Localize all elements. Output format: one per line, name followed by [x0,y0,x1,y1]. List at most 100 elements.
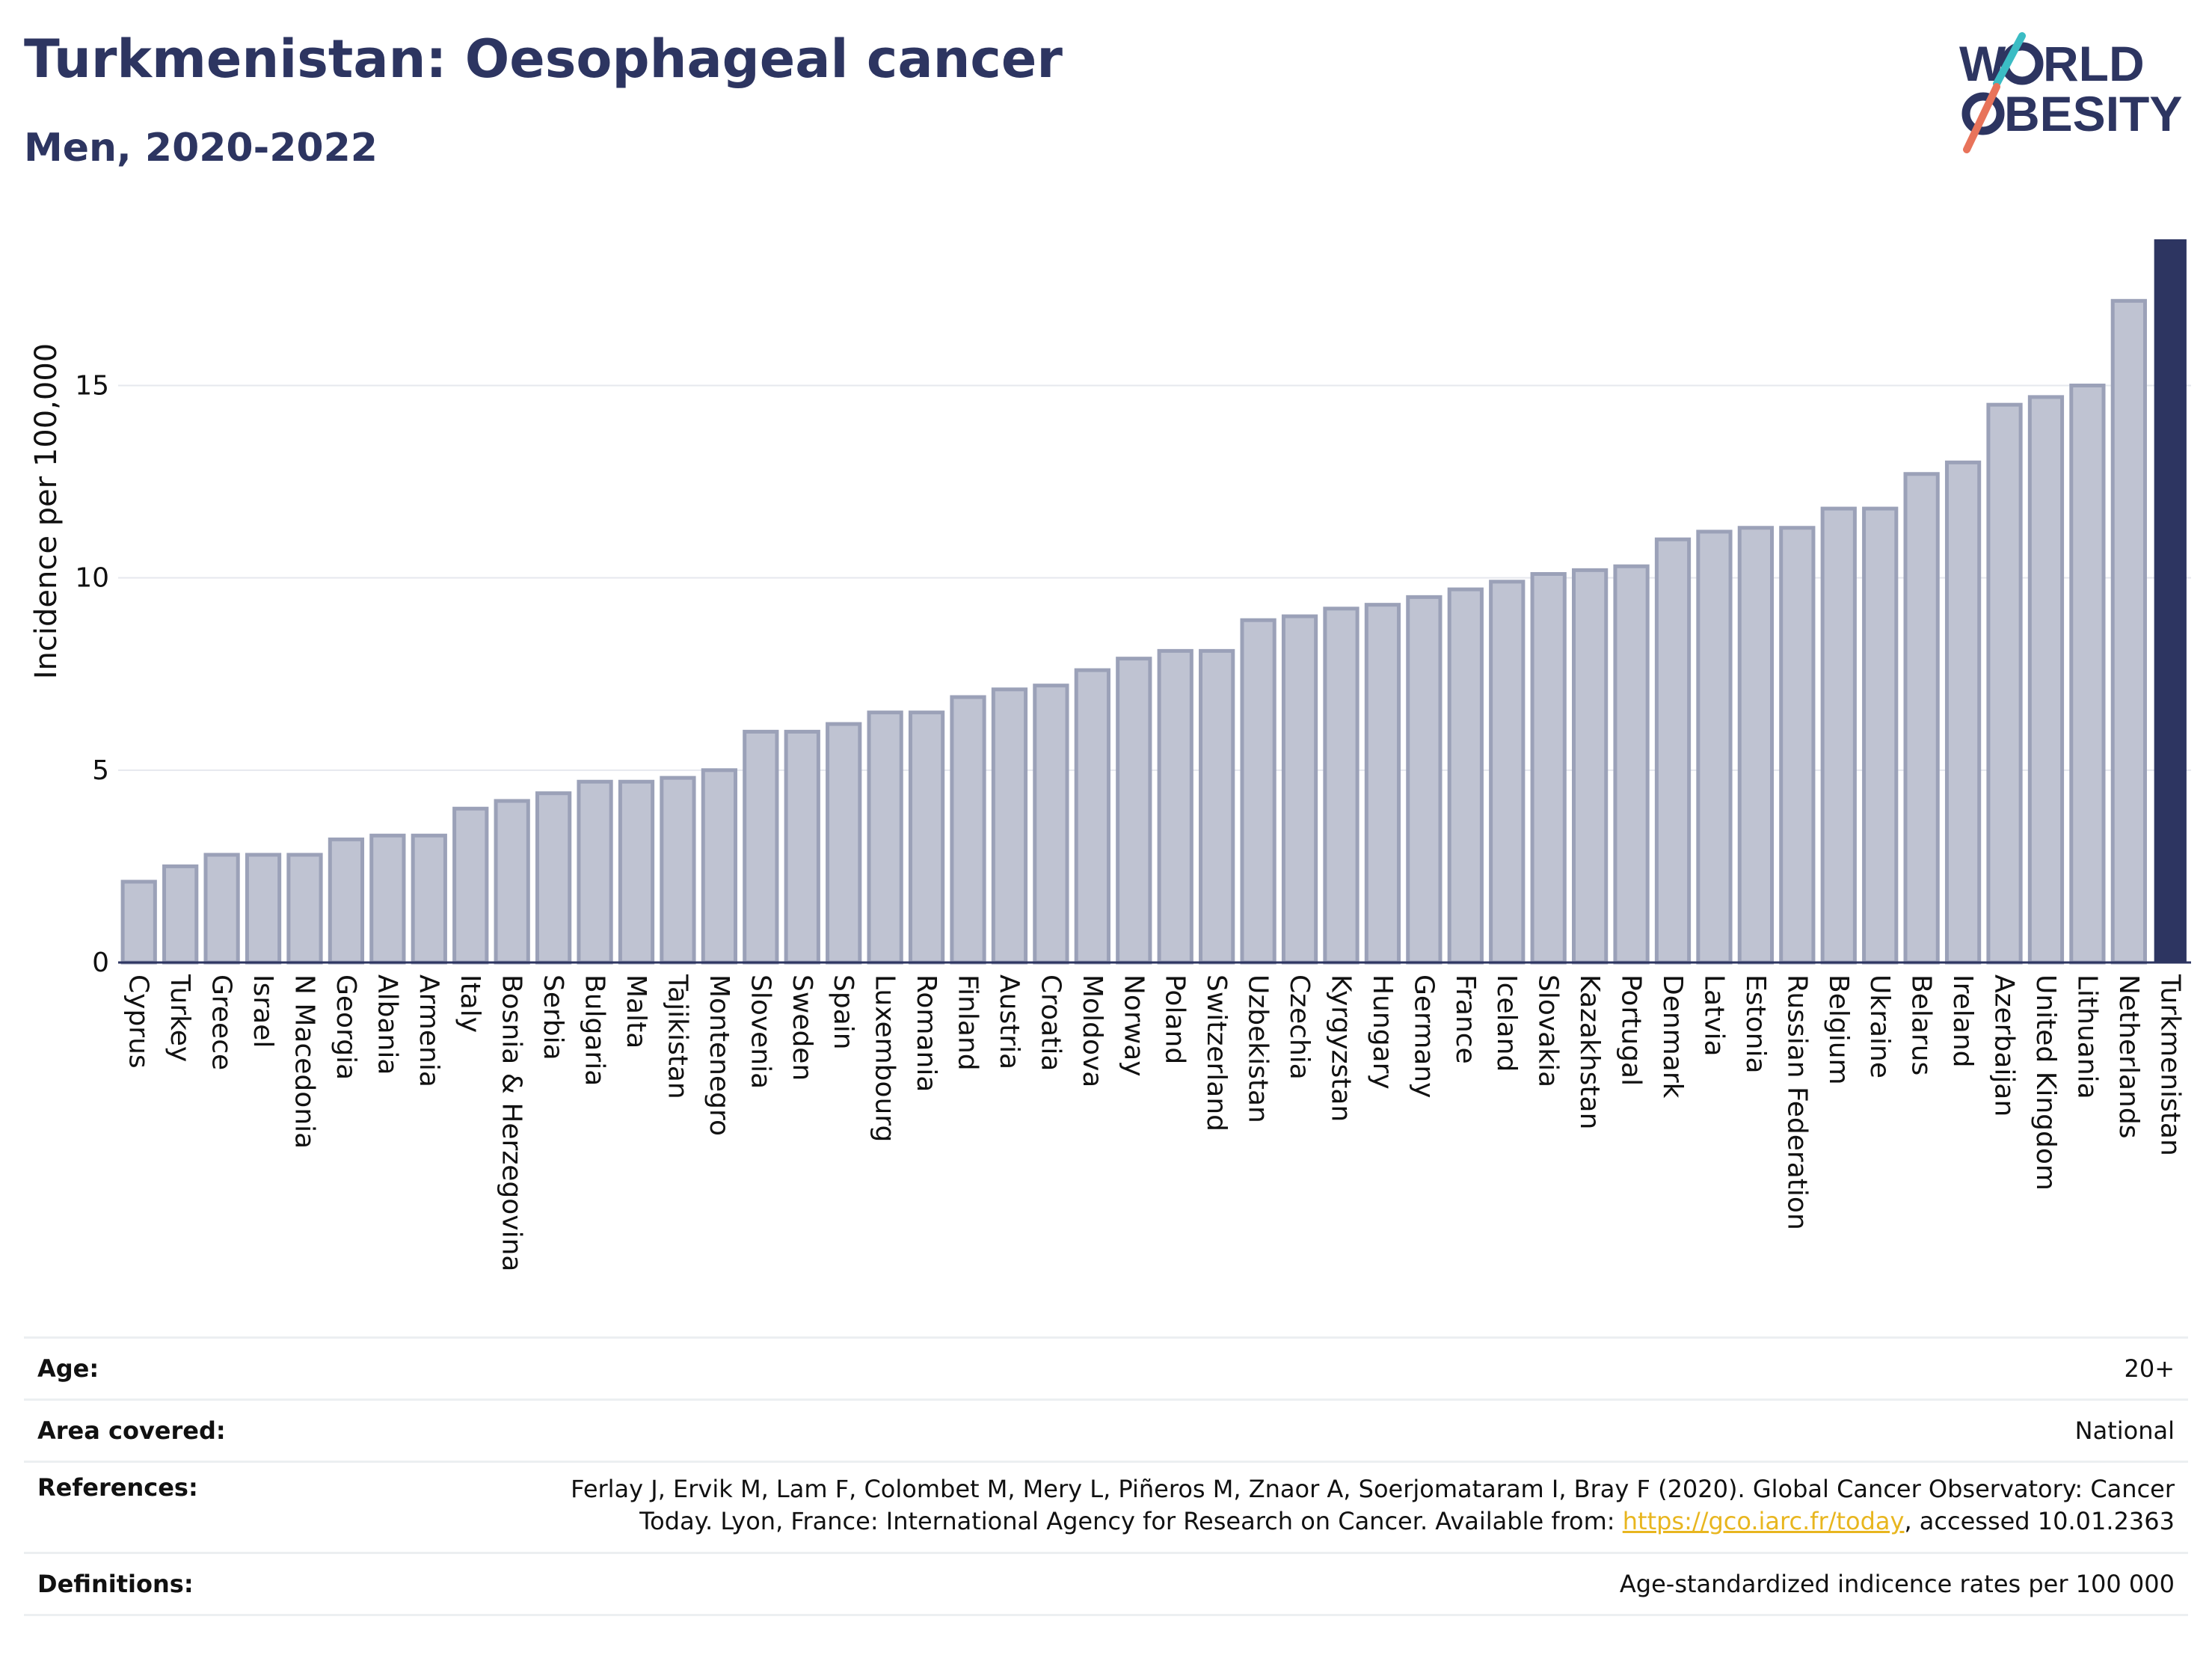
bar-belgium [1820,506,1857,965]
svg-text:RLD: RLD [2043,36,2145,91]
y-tick-label: 10 [75,563,109,594]
bar-azerbaijan [1986,402,2023,965]
bar-romania [908,710,945,965]
bar-chart: 0 5 10 15 Incidence per 100,000 Cyprus Turkey G… [29,239,2191,1271]
bar-france [1447,587,1484,965]
x-tick-label: Serbia [538,974,568,1060]
bar-united-kingdom [2027,395,2065,965]
x-tick-label: Italy [455,974,485,1033]
x-tick-label: Austria [994,974,1024,1069]
bar-kazakhstan [1571,568,1609,965]
bar-croatia [1033,684,1069,965]
x-tick-label: United Kingdom [2030,974,2061,1191]
x-tick-label: Ireland [1947,974,1978,1068]
x-tick-label: Spain [828,974,858,1050]
references-line1: Ferlay J, Ervik M, Lam F, Colombet M, Me… [571,1475,2175,1503]
bar-greece [203,853,240,965]
bar-austria [991,687,1028,965]
age-label: Age: [37,1354,99,1383]
bar-israel [245,853,282,965]
x-tick-label: Turkey [165,974,195,1062]
bar-latvia [1696,529,1733,965]
x-tick-label: Uzbekistan [1243,974,1274,1123]
info-table: Age: 20+ Area covered: National Referenc… [24,1336,2188,1616]
references-value: Ferlay J, Ervik M, Lam F, Colombet M, Me… [571,1473,2175,1538]
bar-cyprus [120,879,157,965]
x-tick-label: Sweden [787,974,817,1081]
x-tick-label: Hungary [1367,974,1398,1090]
x-tick-label: Latvia [1698,974,1729,1057]
references-link[interactable]: https://gco.iarc.fr/today [1622,1507,1905,1535]
x-tick-label: Germany [1408,974,1439,1098]
x-tick-label: Azerbaijan [1989,974,2020,1117]
bar-spain [826,722,862,965]
bar-sweden [784,729,820,965]
bar-tajikistan [660,776,696,965]
bar-germany [1406,595,1443,965]
bar-n-macedonia [286,853,323,965]
bar-russian-federation [1779,526,1816,965]
y-tick-label: 15 [75,370,109,401]
bar-luxembourg [867,710,903,965]
x-tick-label: Belarus [1906,974,1937,1075]
x-tick-label: Armenia [414,974,444,1087]
y-tick-label: 5 [92,755,109,786]
x-tick-label: France [1450,974,1481,1064]
x-tick-label: Estonia [1740,974,1771,1074]
x-tick-label: Finland [953,974,983,1071]
bar-bosnia-herzegovina [494,799,530,965]
bar-slovenia [743,729,779,965]
definitions-label: Definitions: [37,1570,194,1598]
bar-ireland [1944,460,1982,965]
bar-norway [1116,657,1152,965]
x-tick-label: N Macedonia [289,974,319,1149]
x-tick-label: Montenegro [704,974,734,1136]
age-value: 20+ [2124,1354,2175,1383]
bar-moldova [1074,668,1110,965]
x-tick-label: Belgium [1823,974,1854,1085]
x-tick-label: Norway [1118,974,1149,1077]
info-row-definitions: Definitions: Age-standardized indicence … [24,1552,2188,1616]
area-value: National [2074,1416,2175,1445]
x-tick-label: Malta [621,974,651,1048]
bar-montenegro [701,768,738,965]
info-row-area: Area covered: National [24,1398,2188,1461]
x-tick-label: Iceland [1491,974,1522,1072]
x-tick-label: Switzerland [1201,974,1232,1132]
x-tick-label: Denmark [1657,974,1688,1099]
bar-hungary [1364,603,1401,965]
bar-turkmenistan [2154,239,2187,962]
x-tick-label: Bulgaria [580,974,610,1086]
x-tick-label: Slovenia [745,974,775,1089]
x-tick-label: Tajikistan [662,974,692,1099]
svg-text:BESITY: BESITY [2004,86,2182,141]
bar-armenia [411,833,447,965]
page-title: Turkmenistan: Oesophageal cancer [24,28,1063,90]
x-tick-label: Moldova [1077,974,1107,1087]
bar-italy [452,806,489,965]
references-line2-pre: Today. Lyon, France: International Agenc… [639,1507,1623,1535]
y-tick-label: 0 [92,948,109,978]
x-tick-label: Kyrgyzstan [1325,974,1356,1122]
bar-belarus [1903,472,1940,965]
definitions-value: Age-standardized indicence rates per 100… [1619,1569,2175,1598]
x-tick-label: Georgia [331,974,361,1080]
info-row-age: Age: 20+ [24,1336,2188,1398]
bar-turkey [162,864,199,965]
x-tick-label: Israel [248,974,278,1048]
bar-finland [950,695,986,965]
bar-switzerland [1199,648,1235,965]
references-line2-post: , accessed 10.01.2363 [1904,1507,2175,1535]
x-tick-label: Kazakhstan [1574,974,1605,1129]
x-tick-label: Portugal [1616,974,1647,1086]
bar-denmark [1654,537,1692,965]
bar-serbia [535,791,572,965]
x-tick-label: Cyprus [123,974,154,1069]
x-tick-label: Croatia [1035,974,1066,1071]
y-axis-label: Incidence per 100,000 [29,343,64,680]
bar-poland [1157,648,1193,965]
bar-czechia [1281,614,1318,965]
x-tick-label: Albania [372,974,402,1075]
x-tick-label: Turkmenistan [2154,974,2185,1156]
references-label: References: [37,1473,198,1502]
